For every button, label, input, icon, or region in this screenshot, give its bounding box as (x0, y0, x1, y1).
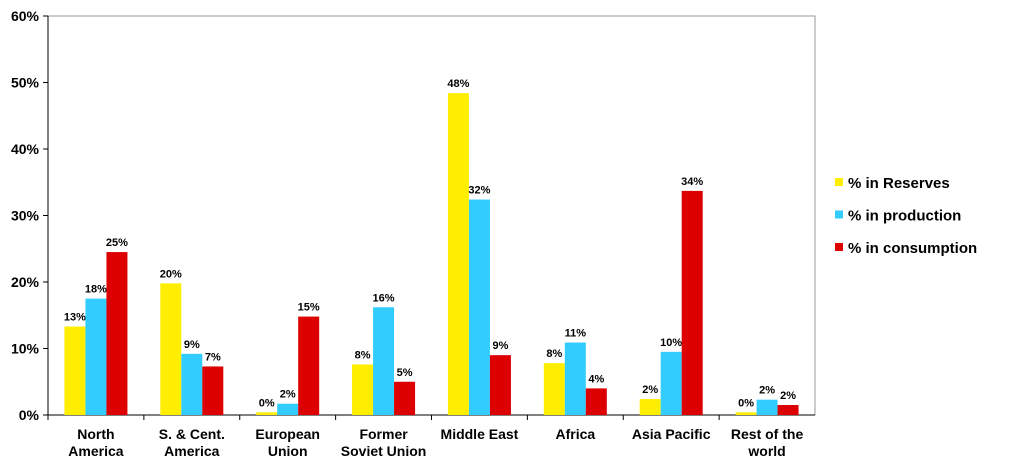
bar (639, 399, 661, 415)
value-label: 13% (64, 312, 86, 324)
bar (106, 252, 128, 415)
bar (660, 351, 682, 415)
value-label: 2% (280, 389, 296, 401)
bar (277, 403, 299, 415)
value-label: 2% (780, 390, 796, 402)
y-tick-label: 20% (11, 274, 40, 290)
value-label: 16% (373, 292, 395, 304)
bar (64, 326, 86, 415)
value-label: 25% (106, 237, 128, 249)
value-label: 9% (492, 340, 508, 352)
x-tick-label: North America (68, 426, 124, 459)
y-tick-label: 0% (19, 407, 40, 423)
bar (352, 364, 374, 415)
bar (756, 399, 778, 415)
value-label: 2% (759, 385, 775, 397)
bar (85, 298, 107, 415)
bar (777, 405, 799, 415)
x-tick-label: Former Soviet Union (340, 426, 427, 459)
bar (298, 316, 320, 415)
legend-swatch (835, 178, 843, 186)
bar (256, 412, 278, 415)
legend-swatch (835, 243, 843, 251)
value-label: 8% (546, 348, 562, 360)
y-tick-label: 60% (11, 8, 40, 24)
x-tick-label: S. & Cent. America (158, 426, 225, 459)
value-label: 7% (205, 351, 221, 363)
value-label: 48% (447, 78, 469, 90)
value-label: 4% (588, 373, 604, 385)
value-label: 20% (160, 268, 182, 280)
bar (202, 366, 224, 415)
y-tick-label: 10% (11, 341, 40, 357)
x-tick-label: Middle East (440, 426, 519, 442)
legend-label: % in production (848, 208, 961, 225)
bar (373, 307, 395, 415)
x-tick-label: European Union (255, 426, 320, 459)
y-tick-label: 30% (11, 208, 40, 224)
x-tick-label: Asia Pacific (631, 426, 711, 442)
bar (735, 412, 757, 415)
bar (394, 381, 416, 415)
bar (543, 363, 565, 415)
y-tick-label: 50% (11, 75, 40, 91)
bar (181, 353, 203, 415)
bar (468, 199, 490, 415)
value-label: 0% (259, 397, 275, 409)
value-label: 0% (738, 397, 754, 409)
bar (160, 283, 182, 415)
legend-label: % in Reserves (848, 175, 950, 192)
value-label: 15% (298, 302, 320, 314)
value-label: 32% (468, 185, 490, 197)
legend-label: % in consumption (848, 240, 977, 257)
value-label: 2% (642, 384, 658, 396)
value-label: 18% (85, 284, 107, 296)
value-label: 34% (681, 176, 703, 188)
value-label: 5% (397, 367, 413, 379)
bar (564, 342, 586, 415)
x-tick-label: Rest of the world (730, 426, 804, 459)
legend-swatch (835, 210, 843, 219)
value-label: 9% (184, 339, 200, 351)
x-tick-label: Africa (555, 426, 596, 442)
value-label: 8% (355, 349, 371, 361)
bar (489, 355, 511, 415)
bar (681, 190, 703, 415)
bar (447, 93, 469, 415)
y-tick-label: 40% (11, 141, 40, 157)
value-label: 11% (565, 328, 587, 340)
bar (585, 388, 607, 415)
value-label: 10% (660, 337, 682, 349)
